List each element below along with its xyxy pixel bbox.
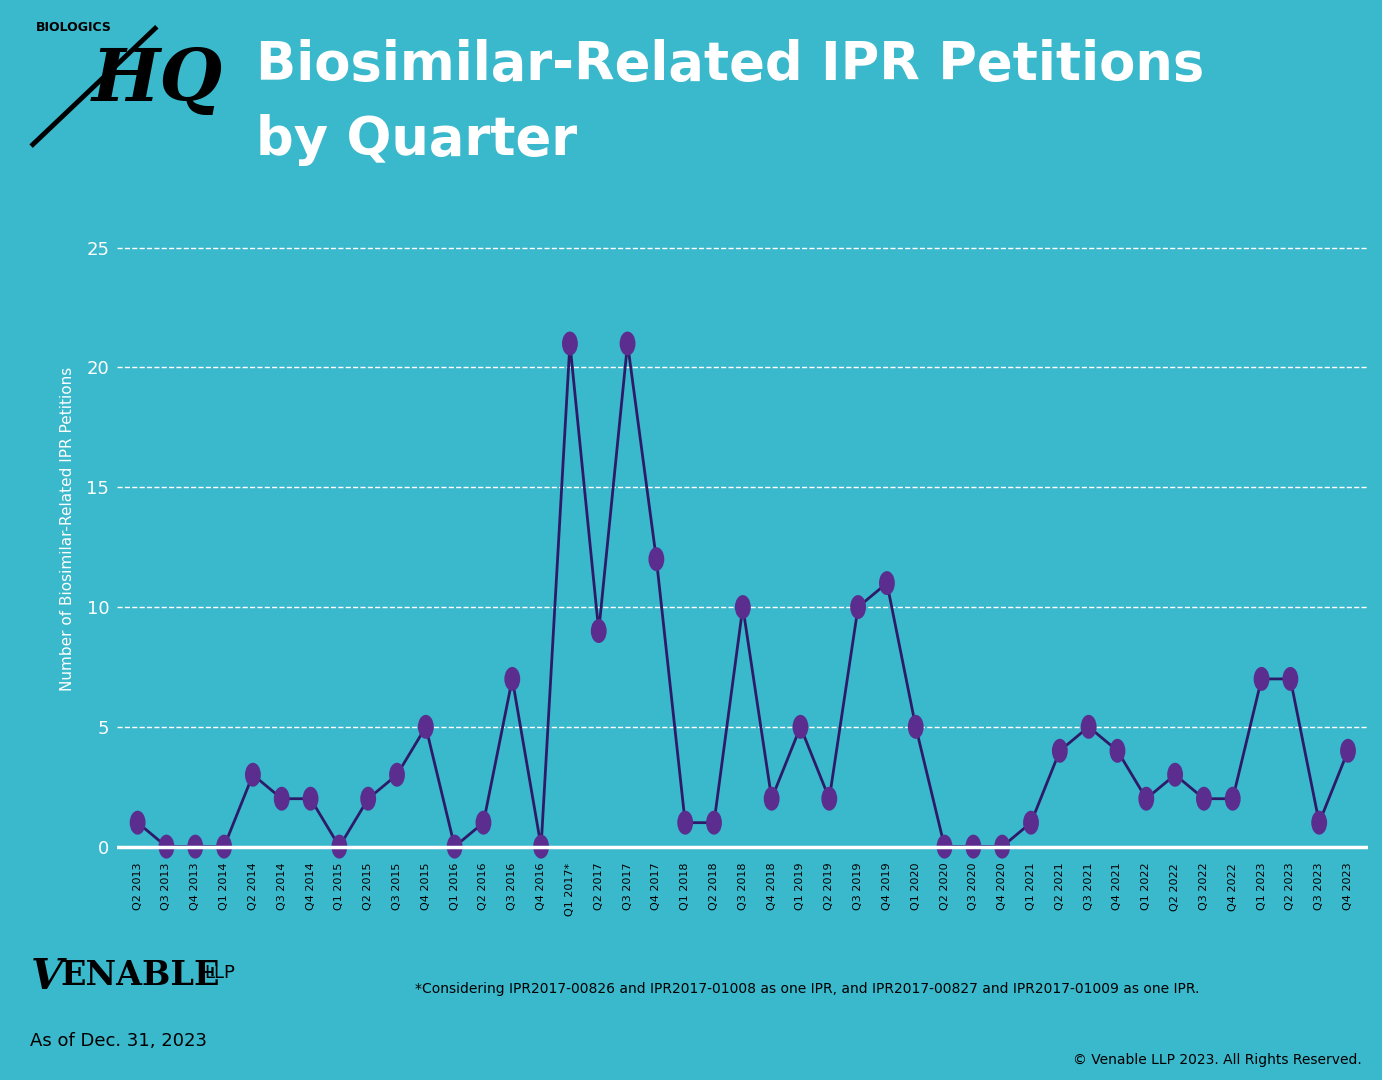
Ellipse shape [1253,667,1270,691]
Ellipse shape [216,835,232,859]
Ellipse shape [879,571,894,595]
Ellipse shape [792,715,808,739]
Text: ENABLE: ENABLE [61,959,220,993]
Text: LLP: LLP [205,963,235,982]
Ellipse shape [245,762,261,786]
Ellipse shape [417,715,434,739]
Ellipse shape [648,548,665,571]
Ellipse shape [591,619,607,643]
Ellipse shape [361,786,376,811]
Ellipse shape [303,786,318,811]
Ellipse shape [446,835,463,859]
Ellipse shape [130,811,145,835]
Ellipse shape [504,667,520,691]
Ellipse shape [390,762,405,786]
Ellipse shape [1023,811,1039,835]
Ellipse shape [533,835,549,859]
Ellipse shape [994,835,1010,859]
Ellipse shape [1224,786,1241,811]
Ellipse shape [475,811,492,835]
Ellipse shape [1081,715,1096,739]
Ellipse shape [619,332,636,355]
Ellipse shape [1110,739,1125,762]
Ellipse shape [1195,786,1212,811]
Ellipse shape [1168,762,1183,786]
Ellipse shape [908,715,923,739]
Ellipse shape [1312,811,1327,835]
Ellipse shape [706,811,721,835]
Text: by Quarter: by Quarter [256,114,576,166]
Text: *Considering IPR2017-00826 and IPR2017-01008 as one IPR, and IPR2017-00827 and I: *Considering IPR2017-00826 and IPR2017-0… [415,983,1200,996]
Ellipse shape [850,595,867,619]
Ellipse shape [677,811,694,835]
Y-axis label: Number of Biosimilar-Related IPR Petitions: Number of Biosimilar-Related IPR Petitio… [59,367,75,691]
Text: V: V [30,956,62,998]
Ellipse shape [735,595,750,619]
Ellipse shape [764,786,779,811]
Text: Biosimilar-Related IPR Petitions: Biosimilar-Related IPR Petitions [256,39,1204,91]
Ellipse shape [159,835,174,859]
Ellipse shape [1052,739,1068,762]
Ellipse shape [562,332,578,355]
Text: HQ: HQ [91,44,223,116]
Ellipse shape [274,786,290,811]
Ellipse shape [332,835,347,859]
Text: © Venable LLP 2023. All Rights Reserved.: © Venable LLP 2023. All Rights Reserved. [1072,1053,1361,1067]
Ellipse shape [1341,739,1356,762]
Ellipse shape [821,786,837,811]
Ellipse shape [1282,667,1298,691]
Ellipse shape [937,835,952,859]
Ellipse shape [1139,786,1154,811]
Ellipse shape [966,835,981,859]
Text: As of Dec. 31, 2023: As of Dec. 31, 2023 [30,1031,207,1050]
Ellipse shape [188,835,203,859]
Text: BIOLOGICS: BIOLOGICS [36,22,112,35]
